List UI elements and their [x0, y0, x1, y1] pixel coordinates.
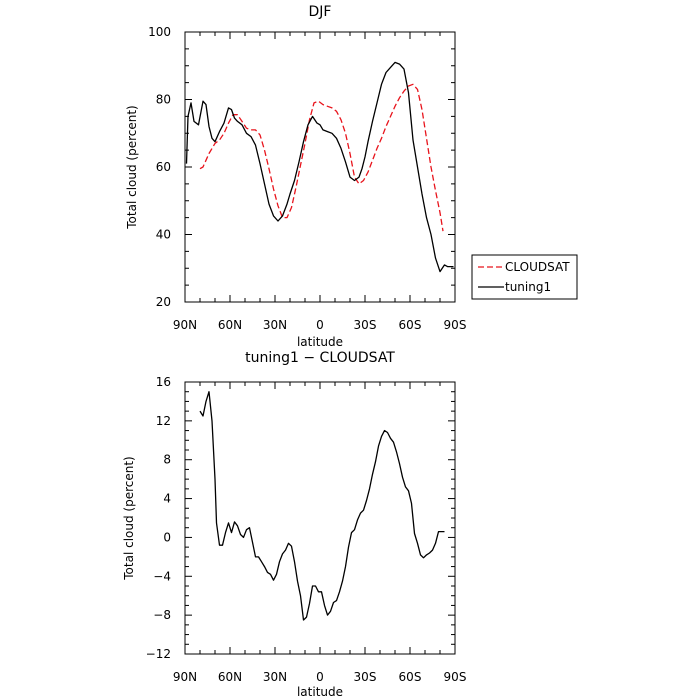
x-tick-label: 90S	[444, 670, 467, 684]
top-chart-ticks: 90N 60N 30N 0 30S 60S 90S 20 40 60 80 100	[148, 25, 466, 332]
y-tick-label: 16	[156, 375, 171, 389]
legend: CLOUDSAT tuning1	[471, 254, 578, 300]
legend-label-cloudsat: CLOUDSAT	[505, 260, 570, 274]
bottom-chart-series	[199, 391, 445, 621]
x-tick-label: 90N	[173, 670, 197, 684]
bottom-chart-title: tuning1 − CLOUDSAT	[245, 350, 395, 366]
y-tick-label: 8	[163, 453, 171, 467]
bottom-chart-ticks: 90N 60N 30N 0 30S 60S 90S −12 −8 −4 0 4 8 12 16	[146, 375, 467, 684]
series-line-tuning1	[185, 61, 454, 273]
x-tick-label: 90S	[444, 318, 467, 332]
bottom-chart-ylabel: Total cloud (percent)	[122, 456, 136, 580]
y-tick-label: −4	[153, 569, 171, 583]
legend-label-tuning1: tuning1	[505, 280, 551, 294]
x-tick-label: 30S	[354, 318, 377, 332]
y-tick-label: 4	[163, 492, 171, 506]
top-chart-xlabel: latitude	[297, 335, 343, 349]
x-tick-label: 60N	[218, 318, 242, 332]
top-chart-ylabel: Total cloud (percent)	[125, 105, 139, 229]
bottom-chart-frame	[184, 381, 456, 655]
x-tick-label: 60N	[218, 670, 242, 684]
y-tick-label: 60	[156, 160, 171, 174]
top-chart-title: DJF	[309, 4, 332, 20]
y-tick-label: −8	[153, 608, 171, 622]
x-tick-label: 60S	[399, 670, 422, 684]
bottom-chart: tuning1 − CLOUDSAT 90N 60N 30N 0 30S 60S 90S −1…	[122, 350, 466, 699]
y-tick-label: 40	[156, 228, 171, 242]
x-tick-label: 30S	[354, 670, 377, 684]
y-tick-label: 0	[163, 530, 171, 544]
y-tick-label: 100	[148, 25, 171, 39]
y-tick-label: 20	[156, 295, 171, 309]
x-tick-label: 30N	[263, 318, 287, 332]
top-chart-frame	[184, 31, 456, 303]
series-line-difference	[199, 391, 445, 621]
bottom-chart-xlabel: latitude	[297, 685, 343, 699]
x-tick-label: 60S	[399, 318, 422, 332]
x-tick-label: 0	[316, 670, 324, 684]
y-tick-label: 80	[156, 93, 171, 107]
top-chart-series	[185, 61, 454, 273]
x-tick-label: 0	[316, 318, 324, 332]
y-tick-label: 12	[156, 414, 171, 428]
top-chart: DJF 90N 60N 30N 0 30S 60S 90S 20 40 60 80 100 latit…	[125, 4, 578, 349]
x-tick-label: 30N	[263, 670, 287, 684]
y-tick-label: −12	[146, 647, 171, 661]
series-line-cloudsat	[199, 83, 444, 232]
legend-box	[471, 254, 578, 300]
x-tick-label: 90N	[173, 318, 197, 332]
